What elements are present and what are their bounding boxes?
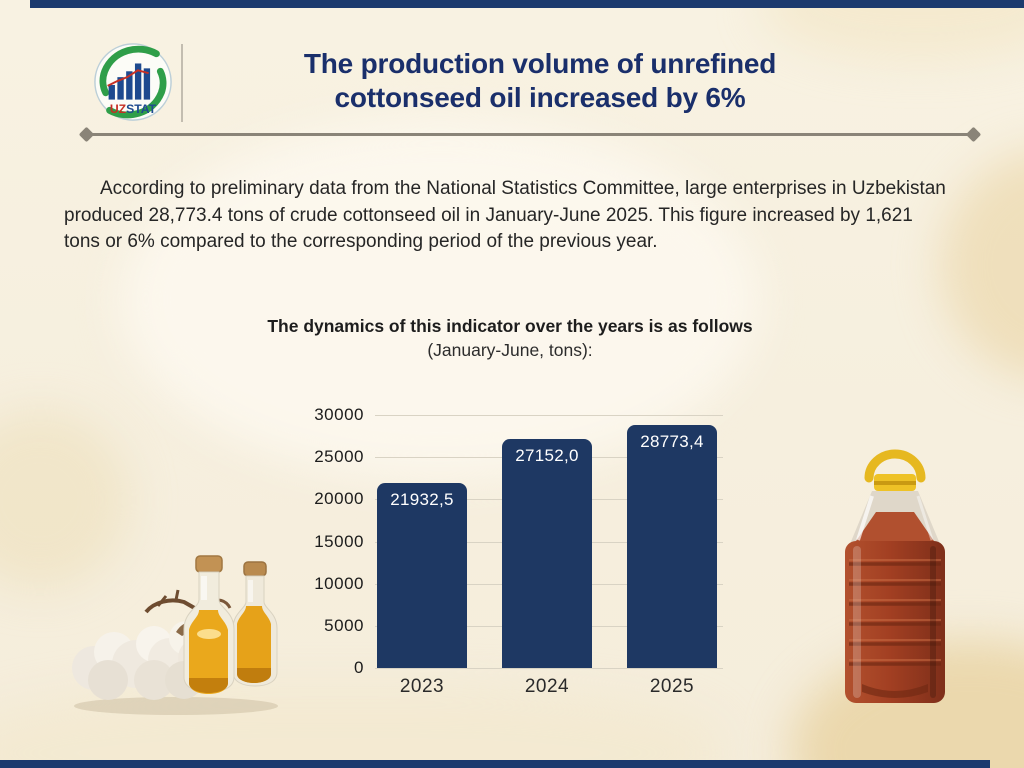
divider-diamond-right [965,126,982,143]
chart-heading-line1: The dynamics of this indicator over the … [267,316,753,336]
x-axis-label: 2023 [399,676,445,697]
x-axis-label: 2024 [524,676,570,697]
y-axis-label: 15000 [314,531,364,551]
intro-paragraph: According to preliminary data from the N… [64,178,946,252]
section-divider [78,126,982,143]
top-edge-bar [30,0,1024,8]
y-axis-label: 25000 [314,447,364,467]
divider-diamond-left [78,126,95,143]
y-axis-label: 30000 [314,405,364,424]
bar-value-label: 28773,4 [640,432,704,452]
x-axis-label: 2025 [649,676,695,697]
bar [627,425,717,668]
bottom-edge-bar [0,760,990,768]
chart-heading: The dynamics of this indicator over the … [210,314,810,362]
page-title-line2: cottonseed oil increased by 6% [334,82,746,113]
y-axis-label: 10000 [314,573,364,593]
gridline [375,415,723,416]
page-title-line1: The production volume of unrefined [303,48,777,79]
chart-heading-line2: (January-June, tons): [427,340,593,360]
y-axis-label: 5000 [324,615,364,635]
bar [377,483,467,668]
page-title: The production volume of unrefined cotto… [215,47,865,115]
y-axis-label: 0 [354,658,364,677]
oil-jug-illustration [845,449,945,703]
header-vertical-divider [181,44,183,122]
production-bar-chart: 0 5000 10000 15000 20000 25000 30000 21932,5 202… [296,400,746,700]
cotton-oil-illustration [72,555,278,715]
y-axis-label: 20000 [314,489,364,509]
bar-value-label: 27152,0 [515,446,579,466]
uzstat-logo: UZSTAT [94,43,172,121]
gridline [375,668,723,669]
background-wash [940,150,1024,380]
bar-value-label: 21932,5 [390,490,454,510]
bar [502,439,592,668]
uzstat-logo-text: UZSTAT [110,102,157,116]
